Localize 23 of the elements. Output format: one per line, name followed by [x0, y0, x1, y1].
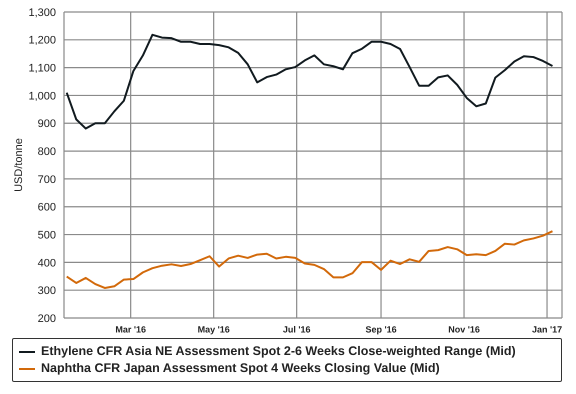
line-series — [66, 34, 554, 130]
y-tick-label: 500 — [38, 229, 56, 242]
y-tick-label: 1,300 — [28, 6, 56, 19]
y-tick-label: 900 — [38, 118, 56, 130]
legend-label: Naphtha CFR Japan Assessment Spot 4 Weeks Closing Value (Mid) — [41, 360, 440, 377]
y-tick-label: 600 — [38, 202, 56, 214]
x-tick-label: Nov '16 — [448, 324, 480, 334]
y-tick-label: 300 — [38, 285, 56, 298]
legend-label: Ethylene CFR Asia NE Assessment Spot 2-6 Weeks Close-weighted Range (Mid) — [41, 343, 516, 360]
x-tick-label: Jan '17 — [532, 324, 562, 334]
x-tick-label: Mar '16 — [115, 324, 146, 334]
y-axis-title: USD/tonne — [12, 138, 25, 192]
y-tick-label: 1,000 — [28, 90, 56, 102]
x-tick-label: Sep '16 — [365, 324, 397, 334]
y-tick-label: 700 — [38, 174, 56, 186]
y-tick-label: 1,200 — [28, 34, 56, 47]
y-tick-label: 400 — [38, 257, 56, 270]
y-tick-label: 800 — [38, 146, 56, 158]
x-tick-label: May '16 — [198, 324, 230, 334]
line-series — [66, 230, 554, 289]
y-tick-label: 200 — [38, 312, 56, 325]
x-tick-label: Jul '16 — [282, 324, 310, 334]
y-tick-label: 1,100 — [28, 62, 56, 75]
